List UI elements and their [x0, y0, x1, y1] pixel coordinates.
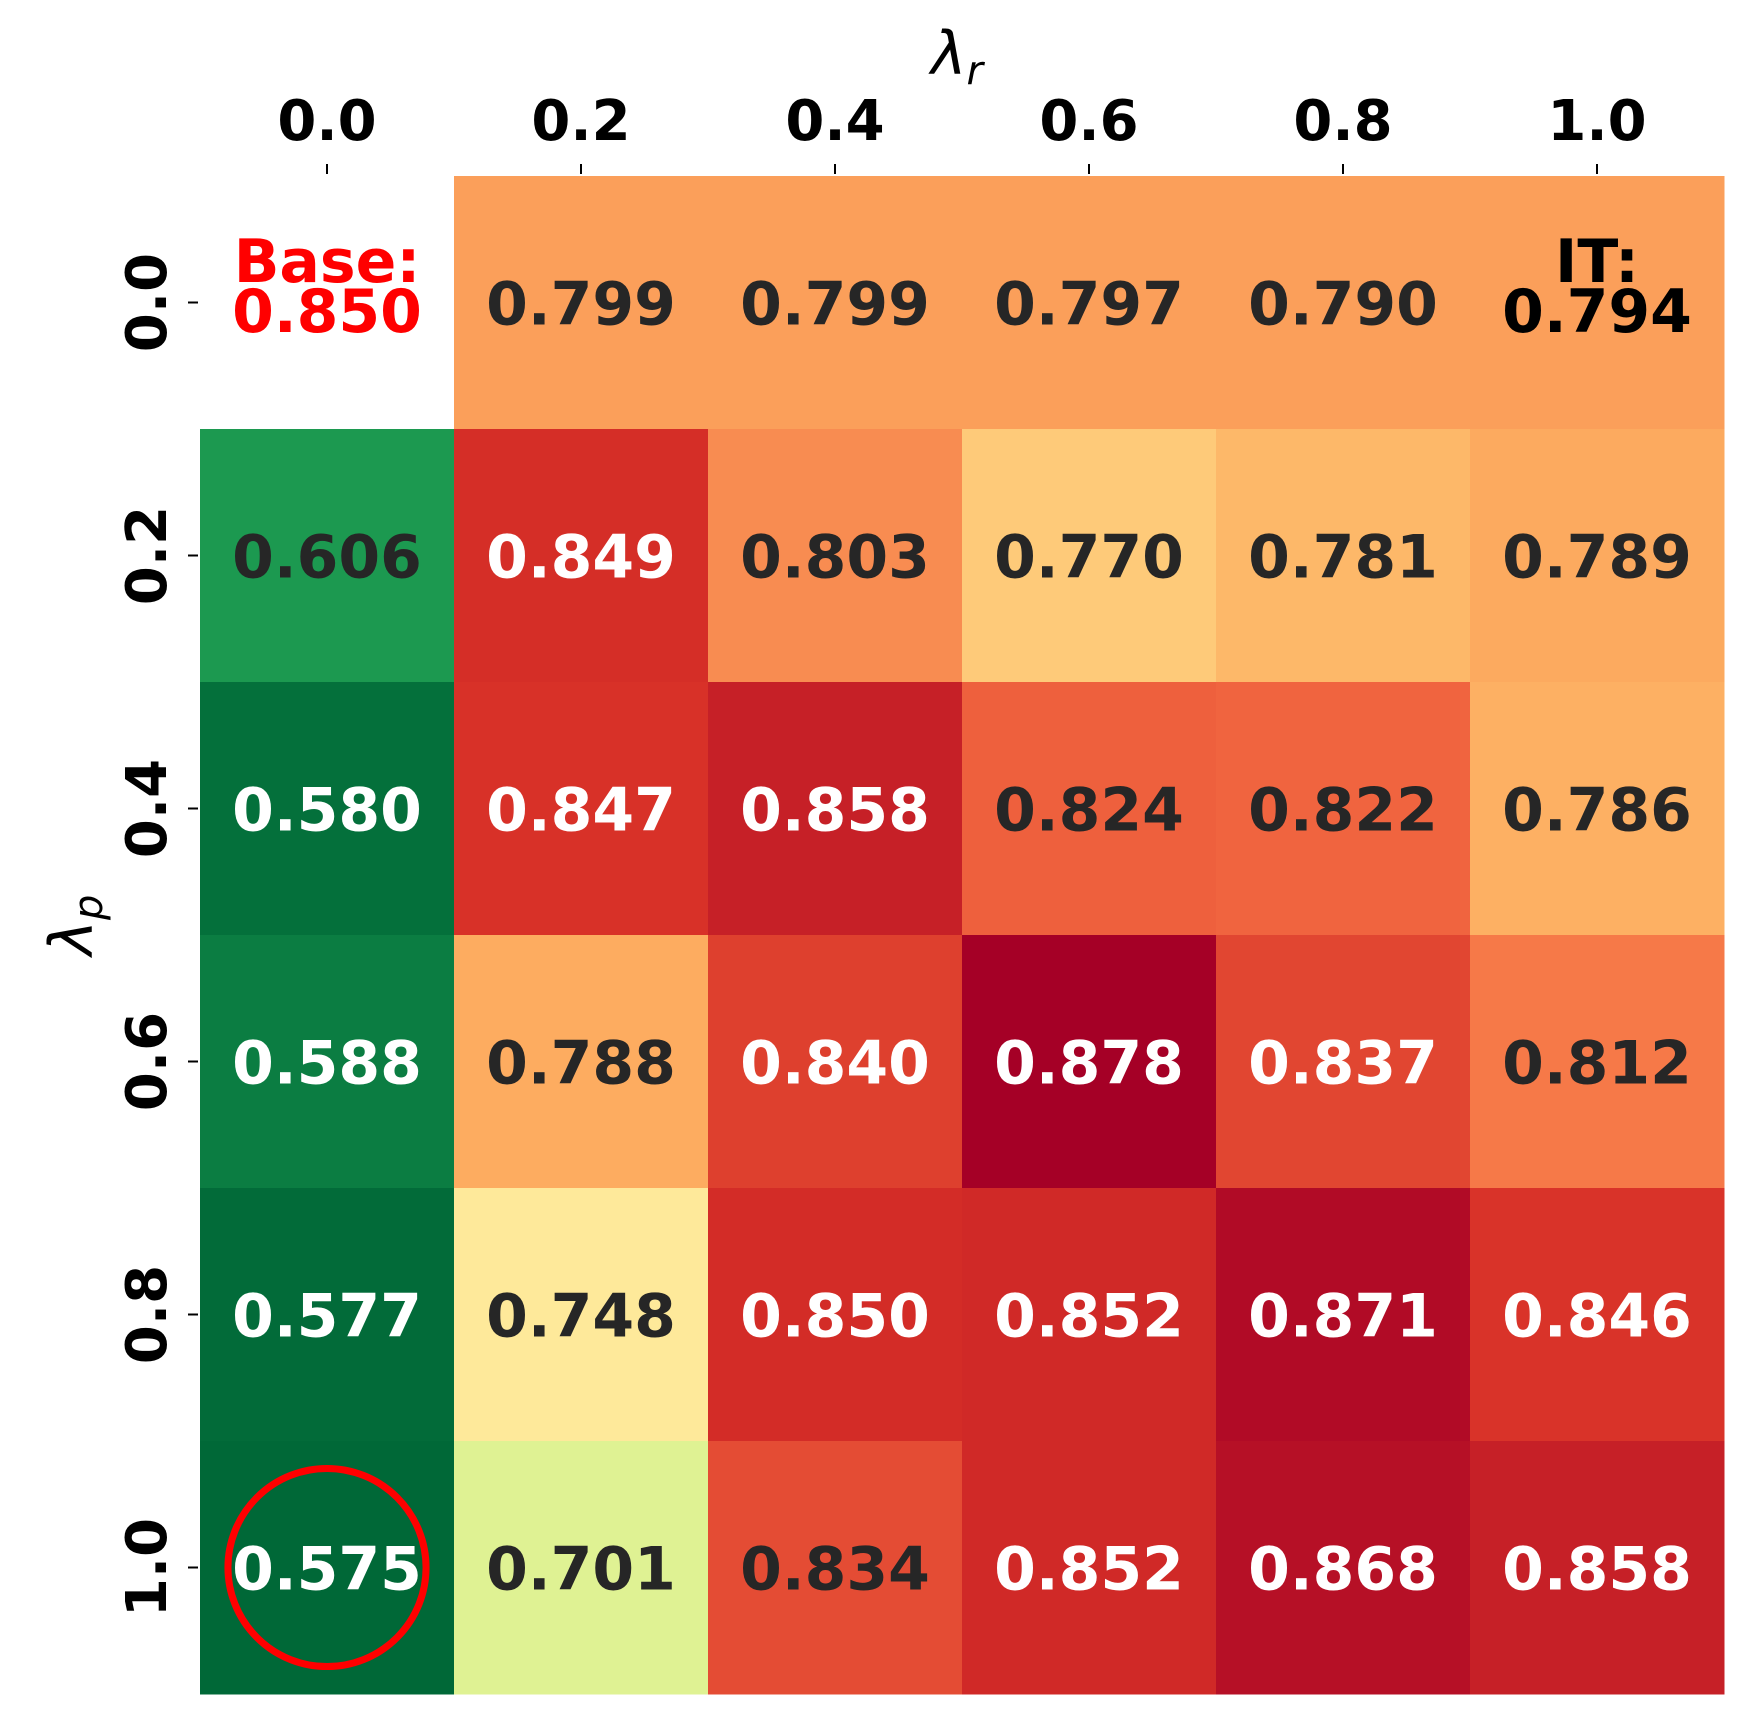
heatmap-cell-r3-c0	[200, 935, 455, 1189]
cell-value-r5-c0: 0.575	[232, 1535, 422, 1605]
heatmap-cell-r5-c2	[708, 1441, 963, 1695]
heatmap-cell-r1-c2	[708, 429, 963, 683]
heatmap-cell-r4-c5	[1470, 1188, 1725, 1442]
heatmap-cell-r0-c3	[962, 176, 1217, 430]
x-axis-title: λr	[928, 19, 986, 94]
heatmap-cell-r5-c4	[1216, 1441, 1471, 1695]
cell-value-r2-c0: 0.580	[232, 776, 422, 846]
cell-value-r2-c2: 0.858	[740, 776, 930, 846]
cell-value-r1-c1: 0.849	[486, 523, 676, 593]
cell-value-r4-c4: 0.871	[1248, 1282, 1438, 1352]
cell-value-r1-c0: 0.606	[232, 523, 422, 593]
heatmap-cell-r3-c4	[1216, 935, 1471, 1189]
heatmap-cell-r4-c4	[1216, 1188, 1471, 1442]
heatmap-cell-r3-c5	[1470, 935, 1725, 1189]
heatmap-cell-r3-c3	[962, 935, 1217, 1189]
x-tick-label-1: 0.2	[531, 89, 630, 154]
y-tick-label-3: 0.6	[115, 1012, 180, 1111]
x-tick-label-0: 0.0	[277, 89, 376, 154]
cell-value-r5-c5: 0.858	[1502, 1535, 1692, 1605]
heatmap-cell-r1-c0	[200, 429, 455, 683]
annotation-label-1: IT:	[1555, 227, 1639, 297]
cell-value-r2-c1: 0.847	[486, 776, 676, 846]
cell-value-r4-c0: 0.577	[232, 1282, 422, 1352]
heatmap-cell-r0-c5	[1470, 176, 1725, 430]
heatmap-cell-labels: 0.799 0.799 0.797 0.790 0.606 0.849 0.803 0.770…	[232, 227, 1692, 1605]
annotation-label-0: Base:	[234, 227, 421, 297]
heatmap-cell-r5-c0	[200, 1441, 455, 1695]
y-tick-label-0: 0.0	[115, 253, 180, 352]
cell-value-r1-c2: 0.803	[740, 523, 930, 593]
cell-value-r3-c2: 0.840	[740, 1029, 930, 1099]
cell-value-r0-c3: 0.797	[994, 270, 1184, 340]
cell-value-r4-c1: 0.748	[486, 1282, 676, 1352]
cell-value-r4-c2: 0.850	[740, 1282, 930, 1352]
heatmap-cell-r2-c5	[1470, 682, 1725, 936]
cell-value-r1-c3: 0.770	[994, 523, 1184, 593]
heatmap-cell-r2-c4	[1216, 682, 1471, 936]
cell-value-r5-c4: 0.868	[1248, 1535, 1438, 1605]
heatmap-cell-r4-c3	[962, 1188, 1217, 1442]
y-tick-label-1: 0.2	[115, 506, 180, 605]
y-tick-label-2: 0.4	[115, 759, 180, 858]
x-tick-label-2: 0.4	[785, 89, 884, 154]
heatmap-cell-r2-c3	[962, 682, 1217, 936]
heatmap-cell-r2-c0	[200, 682, 455, 936]
cell-value-r3-c0: 0.588	[232, 1029, 422, 1099]
y-tick-label-4: 0.8	[115, 1265, 180, 1364]
highlight-circle	[224, 1464, 430, 1671]
heatmap-cell-r1-c1	[454, 429, 709, 683]
cell-value-r3-c4: 0.837	[1248, 1029, 1438, 1099]
cell-value-r2-c4: 0.822	[1248, 776, 1438, 846]
annotation-value-1: 0.794	[1502, 277, 1692, 347]
y-tick-label-5: 1.0	[115, 1518, 180, 1617]
heatmap-cell-r5-c3	[962, 1441, 1217, 1695]
heatmap-cell-r3-c1	[454, 935, 709, 1189]
heatmap-cells	[200, 176, 1725, 1695]
cell-value-r3-c5: 0.812	[1502, 1029, 1692, 1099]
heatmap-cell-r2-c1	[454, 682, 709, 936]
y-axis-ticks: 0.0 0.2 0.4 0.6 0.8 1.0	[115, 253, 198, 1617]
x-tick-label-4: 0.8	[1293, 89, 1392, 154]
cell-value-r1-c4: 0.781	[1248, 523, 1438, 593]
heatmap-cell-r5-c5	[1470, 1441, 1725, 1695]
cell-value-r4-c3: 0.852	[994, 1282, 1184, 1352]
x-tick-label-5: 1.0	[1547, 89, 1646, 154]
heatmap-cell-r1-c4	[1216, 429, 1471, 683]
annotation-value-0: 0.850	[232, 277, 422, 347]
heatmap-cell-r4-c1	[454, 1188, 709, 1442]
cell-value-r2-c5: 0.786	[1502, 776, 1692, 846]
heatmap-cell-r0-c2	[708, 176, 963, 430]
cell-value-r4-c5: 0.846	[1502, 1282, 1692, 1352]
y-axis-title: λp	[37, 895, 112, 959]
heatmap-cell-r0-c1	[454, 176, 709, 430]
cell-value-r5-c2: 0.834	[740, 1535, 930, 1605]
cell-value-r0-c2: 0.799	[740, 270, 930, 340]
heatmap-cell-r2-c2	[708, 682, 963, 936]
cell-value-r3-c1: 0.788	[486, 1029, 676, 1099]
x-tick-label-3: 0.6	[1039, 89, 1138, 154]
heatmap-cell-r1-c3	[962, 429, 1217, 683]
heatmap-cell-r0-c4	[1216, 176, 1471, 430]
cell-value-r5-c1: 0.701	[486, 1535, 676, 1605]
heatmap-cell-r4-c0	[200, 1188, 455, 1442]
cell-value-r1-c5: 0.789	[1502, 523, 1692, 593]
cell-value-r2-c3: 0.824	[994, 776, 1184, 846]
cell-value-r3-c3: 0.878	[994, 1029, 1184, 1099]
cell-value-r0-c1: 0.799	[486, 270, 676, 340]
x-axis-ticks: 0.0 0.2 0.4 0.6 0.8 1.0	[277, 89, 1647, 174]
cell-value-r5-c3: 0.852	[994, 1535, 1184, 1605]
cell-value-r0-c4: 0.790	[1248, 270, 1438, 340]
heatmap-cell-r1-c5	[1470, 429, 1725, 683]
heatmap-cell-r4-c2	[708, 1188, 963, 1442]
heatmap-cell-r3-c2	[708, 935, 963, 1189]
heatmap-cell-r5-c1	[454, 1441, 709, 1695]
